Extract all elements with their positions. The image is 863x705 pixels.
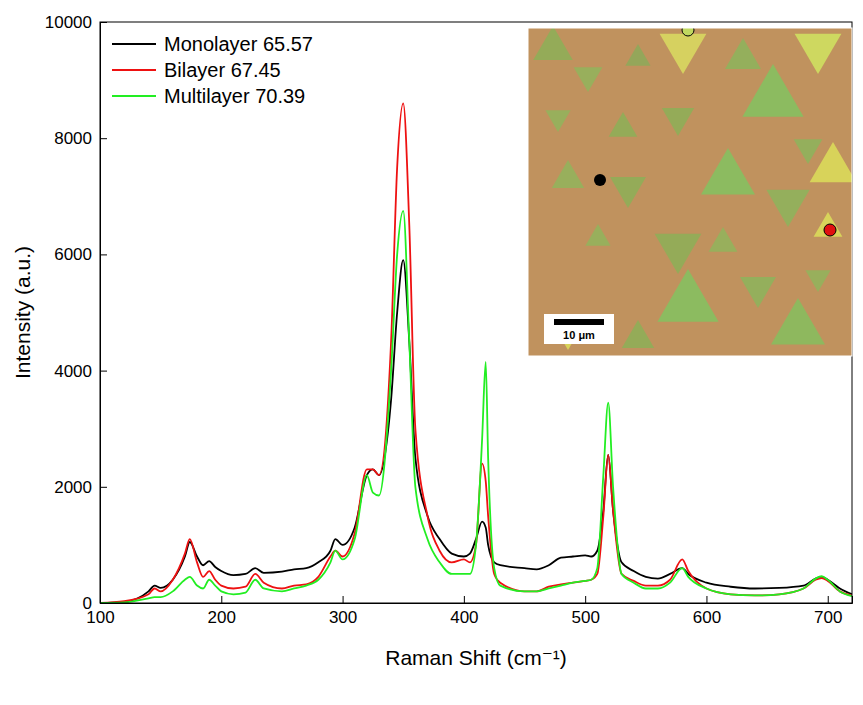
inset-flake — [574, 67, 603, 92]
inset-flake — [805, 270, 830, 292]
legend-label: Monolayer 65.57 — [164, 33, 313, 55]
inset-flake — [585, 224, 610, 246]
y-tick-label: 6000 — [54, 245, 92, 264]
legend-label: Bilayer 67.45 — [164, 59, 281, 81]
legend-swatch — [112, 43, 156, 45]
scale-bar: 10 μm — [544, 314, 614, 344]
legend: Monolayer 65.57 Bilayer 67.45 Multilayer 7… — [112, 33, 313, 107]
inset-flake — [701, 148, 755, 195]
x-tick: 600 — [693, 596, 721, 627]
inset-flake — [610, 177, 646, 208]
inset-flake — [709, 227, 738, 252]
legend-label: Multilayer 70.39 — [164, 85, 305, 107]
y-axis-title: Intensity (a.u.) — [11, 246, 34, 379]
legend-entry: Bilayer 67.45 — [112, 59, 281, 81]
inset-flake — [771, 298, 825, 345]
y-tick-mark — [100, 371, 107, 372]
inset-flake — [552, 160, 584, 188]
inset-dot — [682, 28, 694, 36]
y-tick-label: 0 — [83, 594, 92, 613]
inset-flake — [660, 34, 707, 74]
inset-dot — [594, 174, 606, 186]
chart: 1002003004005006007000200040006000800010… — [0, 0, 863, 705]
inset-flake — [625, 44, 650, 66]
inset-flake — [810, 142, 852, 182]
x-tick-mark — [221, 596, 222, 603]
x-tick-mark — [343, 596, 344, 603]
y-tick-label: 10000 — [45, 13, 92, 32]
y-tick: 2000 — [54, 478, 107, 497]
y-tick: 10000 — [45, 13, 107, 32]
plot-frame — [100, 22, 852, 603]
inset-flake — [814, 212, 843, 237]
y-tick-mark — [100, 138, 107, 139]
legend-entry: Monolayer 65.57 — [112, 33, 313, 55]
x-tick-label: 600 — [693, 608, 721, 627]
scale-bar-label: 10 μm — [563, 329, 595, 341]
legend-entry: Multilayer 70.39 — [112, 85, 305, 107]
inset-flake — [657, 269, 718, 322]
inset-flake — [795, 34, 842, 74]
inset-dot — [824, 224, 836, 236]
x-tick: 200 — [208, 596, 236, 627]
x-tick-mark — [828, 596, 829, 603]
x-tick: 300 — [329, 596, 357, 627]
x-tick: 500 — [571, 596, 599, 627]
x-tick-label: 200 — [208, 608, 236, 627]
x-axis-line — [101, 596, 853, 604]
x-tick: 700 — [814, 596, 842, 627]
inset-flake — [766, 190, 809, 227]
x-axis: 100200300400500600700 — [86, 596, 852, 627]
y-tick-mark — [100, 487, 107, 488]
inset-flake — [662, 108, 694, 136]
inset-flake — [622, 320, 654, 348]
x-tick-mark — [706, 596, 707, 603]
y-tick: 8000 — [54, 129, 107, 148]
inset-flake — [725, 38, 761, 69]
y-tick-label: 8000 — [54, 129, 92, 148]
x-axis-title: Raman Shift (cm⁻¹) — [385, 646, 566, 669]
inset-flake — [609, 112, 638, 137]
y-tick: 4000 — [54, 362, 107, 381]
inset-flake — [545, 110, 570, 132]
y-axis: 0 2000 4000 6000 8000 10000 — [45, 13, 107, 613]
x-tick-mark — [585, 596, 586, 603]
x-tick-label: 400 — [450, 608, 478, 627]
plot: 1002003004005006007000200040006000800010… — [45, 13, 857, 627]
y-tick-mark — [100, 254, 107, 255]
inset-background — [528, 28, 852, 356]
y-tick-label: 2000 — [54, 478, 92, 497]
x-tick-mark — [464, 596, 465, 603]
inset: 10 μm — [528, 24, 856, 356]
inset-flake — [655, 234, 702, 274]
y-axis-line — [101, 23, 108, 604]
scale-bar-line — [554, 319, 604, 325]
legend-swatch — [112, 69, 156, 71]
scale-bar-box — [544, 314, 614, 344]
x-tick: 400 — [450, 596, 478, 627]
inset-flake — [742, 64, 803, 117]
x-tick-label: 500 — [571, 608, 599, 627]
x-tick-label: 300 — [329, 608, 357, 627]
y-tick: 6000 — [54, 245, 107, 264]
x-tick-label: 700 — [814, 608, 842, 627]
inset-flake — [794, 139, 823, 164]
inset-flake — [533, 28, 573, 60]
inset-border — [528, 28, 852, 356]
inset-flake — [740, 277, 776, 308]
legend-swatch — [112, 95, 156, 97]
y-tick-label: 4000 — [54, 362, 92, 381]
